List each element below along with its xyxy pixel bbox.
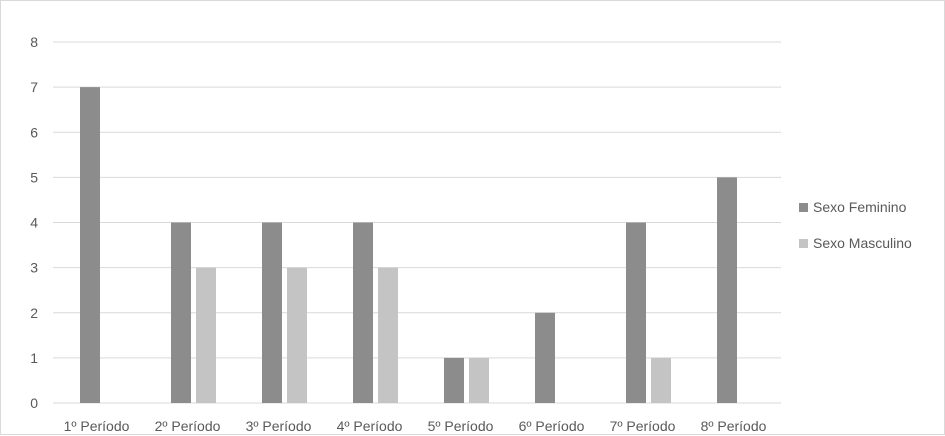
y-tick-label: 7 — [30, 79, 38, 95]
legend-swatch — [799, 203, 808, 212]
bar-feminino — [444, 358, 464, 403]
bar-masculino — [287, 268, 307, 403]
bar-masculino — [469, 358, 489, 403]
y-tick-label: 5 — [30, 169, 38, 185]
bar-feminino — [626, 223, 646, 404]
legend-label: Sexo Masculino — [813, 235, 912, 251]
legend-label: Sexo Feminino — [813, 199, 907, 215]
x-axis: 1º Período 2º Período 3º Período 4º Período… — [64, 418, 767, 434]
x-tick-label: 6º Período — [519, 418, 585, 434]
y-tick-label: 0 — [30, 395, 38, 411]
bar-feminino — [262, 223, 282, 404]
bar-masculino — [651, 358, 671, 403]
bars — [80, 87, 737, 403]
gridlines — [53, 42, 781, 403]
y-tick-label: 3 — [30, 260, 38, 276]
bar-masculino — [378, 268, 398, 403]
y-tick-label: 1 — [30, 350, 38, 366]
x-tick-label: 8º Período — [701, 418, 767, 434]
legend-swatch — [799, 239, 808, 248]
x-tick-label: 2º Período — [155, 418, 221, 434]
bar-feminino — [717, 177, 737, 403]
bar-feminino — [535, 313, 555, 403]
bar-masculino — [196, 268, 216, 403]
y-axis: 0 1 2 3 4 5 6 7 8 — [30, 34, 38, 411]
legend: Sexo Feminino Sexo Masculino — [799, 199, 912, 251]
x-tick-label: 7º Período — [610, 418, 676, 434]
bar-feminino — [80, 87, 100, 403]
y-tick-label: 6 — [30, 124, 38, 140]
x-tick-label: 1º Período — [64, 418, 130, 434]
y-tick-label: 8 — [30, 34, 38, 50]
y-tick-label: 4 — [30, 215, 38, 231]
bar-feminino — [171, 223, 191, 404]
x-tick-label: 4º Período — [337, 418, 403, 434]
x-tick-label: 5º Período — [428, 418, 494, 434]
bar-feminino — [353, 223, 373, 404]
x-tick-label: 3º Período — [246, 418, 312, 434]
y-tick-label: 2 — [30, 305, 38, 321]
